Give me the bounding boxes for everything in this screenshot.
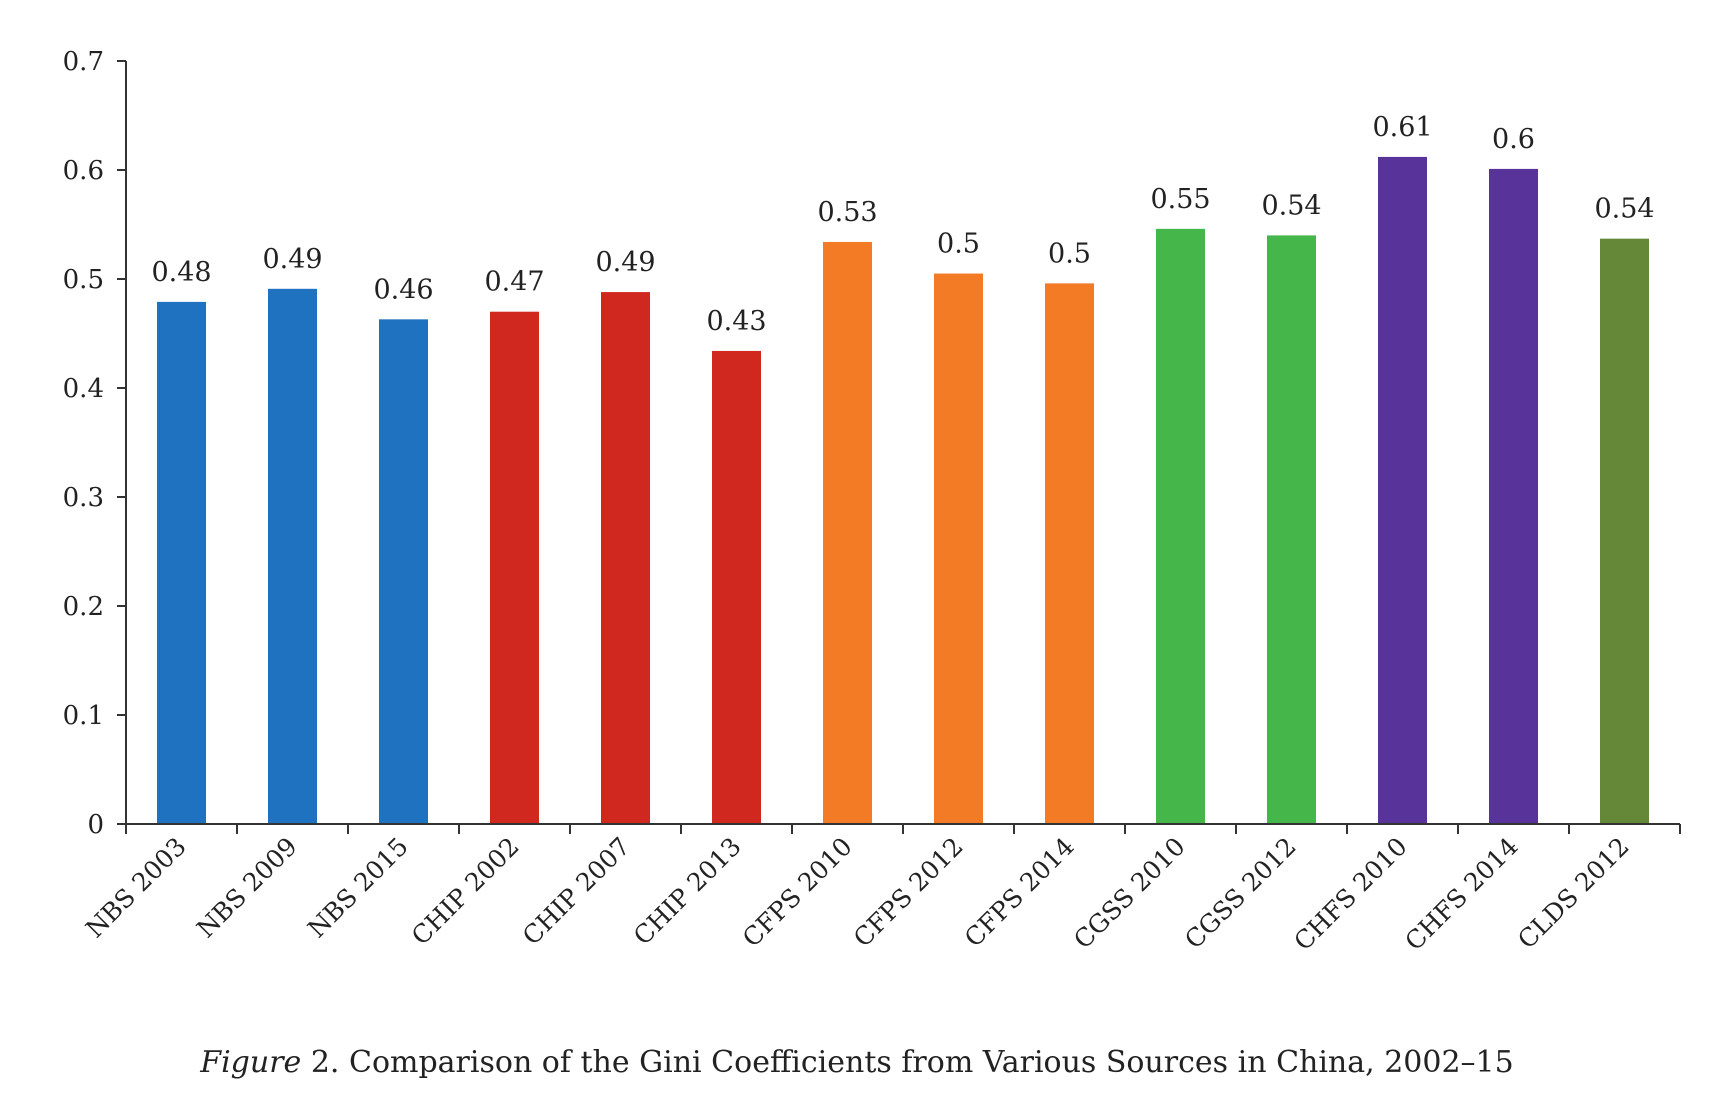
bar-cfps-2012 bbox=[934, 273, 983, 824]
bar-chfs-2010 bbox=[1378, 156, 1427, 825]
bar-nbs-2009 bbox=[268, 288, 317, 824]
x-category-label: NBS 2003 bbox=[80, 832, 192, 944]
data-label: 0.54 bbox=[1261, 190, 1321, 221]
bar-cgss-2012 bbox=[1267, 235, 1316, 824]
data-label: 0.5 bbox=[937, 229, 980, 260]
data-label: 0.47 bbox=[484, 267, 544, 298]
caption-text: 2. Comparison of the Gini Coefficients f… bbox=[301, 1045, 1514, 1080]
data-labels: 0.48 0.49 0.46 0.47 0.49 0.43 0.53 0.5 0.5 0.55 0.… bbox=[151, 112, 1654, 337]
y-tick-label: 0.5 bbox=[63, 265, 104, 295]
data-label: 0.48 bbox=[151, 257, 211, 288]
x-category-label: NBS 2015 bbox=[302, 832, 414, 944]
bar-cfps-2014 bbox=[1045, 283, 1094, 824]
x-category-label: CHIP 2007 bbox=[517, 832, 636, 951]
data-label: 0.54 bbox=[1594, 194, 1654, 225]
data-label: 0.49 bbox=[262, 244, 322, 275]
data-label: 0.5 bbox=[1048, 238, 1091, 269]
x-category-label: CGSS 2010 bbox=[1068, 832, 1191, 955]
x-category-label: CFPS 2014 bbox=[959, 832, 1080, 953]
y-tick-label: 0.1 bbox=[63, 701, 104, 731]
x-category-label: NBS 2009 bbox=[191, 832, 303, 944]
data-label: 0.53 bbox=[817, 197, 877, 228]
data-label: 0.49 bbox=[595, 247, 655, 278]
x-category-label: CGSS 2012 bbox=[1179, 832, 1302, 955]
data-label: 0.55 bbox=[1150, 184, 1210, 215]
x-category-label: CFPS 2012 bbox=[848, 832, 969, 953]
y-tick-label: 0.2 bbox=[63, 592, 104, 622]
x-category-label: CHFS 2014 bbox=[1399, 832, 1523, 956]
data-label: 0.6 bbox=[1492, 124, 1535, 155]
data-label: 0.46 bbox=[373, 274, 433, 305]
bar-chart: 00.10.20.30.40.50.60.7 0.48 0.490.46 0.470… bbox=[63, 47, 1681, 956]
bar-nbs-2015 bbox=[379, 319, 428, 824]
data-label: 0.61 bbox=[1372, 112, 1432, 143]
caption-figure-word: Figure bbox=[200, 1045, 302, 1080]
bar-clds-2012 bbox=[1600, 238, 1649, 825]
data-label: 0.43 bbox=[706, 306, 766, 337]
x-category-label: CHIP 2013 bbox=[628, 832, 747, 951]
bar-chfs-2014 bbox=[1489, 168, 1538, 824]
bar-chip-2002 bbox=[490, 311, 539, 824]
y-axis: 0 0.1 0.2 0.3 0.4 0.5 0.6 0.7 bbox=[63, 47, 127, 840]
y-tick-label: 0.6 bbox=[63, 156, 104, 186]
x-category-label: CLDS 2012 bbox=[1512, 832, 1635, 955]
bar-chip-2013 bbox=[712, 350, 761, 824]
figure-caption: Figure 2. Comparison of the Gini Coeffic… bbox=[0, 1045, 1714, 1080]
y-tick-label: 0 bbox=[87, 810, 104, 840]
bars bbox=[157, 156, 1649, 825]
x-category-label: CFPS 2010 bbox=[737, 832, 858, 953]
bar-cgss-2010 bbox=[1156, 228, 1205, 825]
y-tick-label: 0.4 bbox=[63, 374, 104, 404]
x-category-label: CHIP 2002 bbox=[406, 832, 525, 951]
bar-cfps-2010 bbox=[823, 241, 872, 824]
y-tick-label: 0.3 bbox=[63, 483, 104, 513]
y-tick-label: 0.7 bbox=[63, 47, 104, 77]
bar-chip-2007 bbox=[601, 292, 650, 825]
bar-nbs-2003 bbox=[157, 301, 206, 824]
x-category-label: CHFS 2010 bbox=[1288, 832, 1412, 956]
